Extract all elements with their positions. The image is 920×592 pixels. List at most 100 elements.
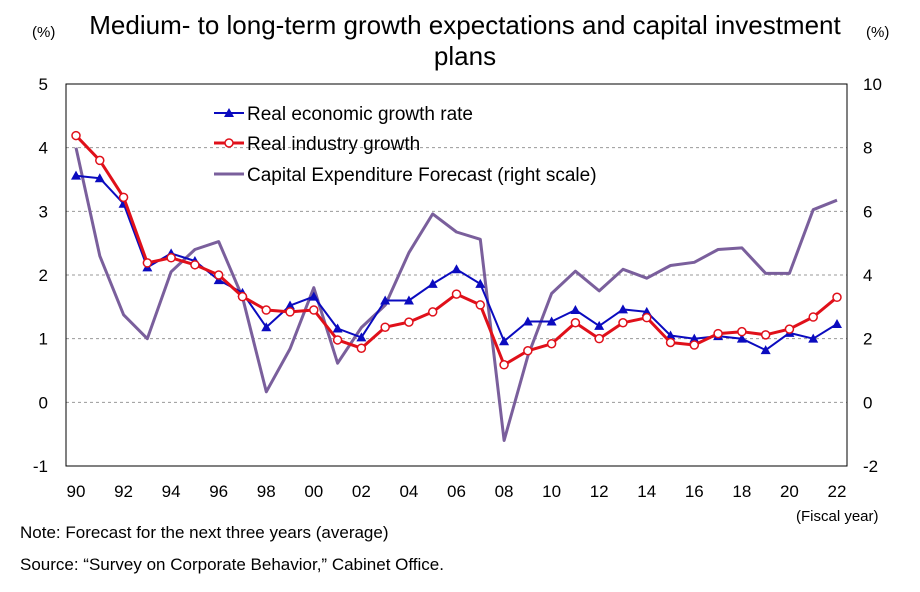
x-axis-tick-label: 16 (685, 482, 704, 501)
x-axis-tick-label: 06 (447, 482, 466, 501)
right-axis-tick-label: 2 (863, 330, 872, 349)
right-axis-tick-label: 4 (863, 266, 872, 285)
industry-point (356, 343, 367, 353)
legend: Real economic growth rate Real industry g… (214, 104, 597, 186)
left-axis-tick-label: 5 (39, 75, 48, 94)
growth-point (665, 330, 676, 340)
industry-point (808, 312, 818, 322)
legend-label: Real industry growth (247, 134, 420, 155)
growth-point (570, 305, 581, 315)
x-axis-tick-label: 04 (399, 482, 418, 501)
chart-title: Medium- to long-term growth expectations… (89, 10, 841, 71)
growth-point (594, 320, 605, 330)
growth-point (261, 322, 272, 332)
growth-point (403, 295, 414, 305)
right-axis-tick-label: -2 (863, 457, 878, 476)
industry-point (618, 318, 628, 328)
growth-point (689, 333, 700, 343)
x-axis-tick-label: 02 (352, 482, 371, 501)
right-axis-tick-label: 10 (863, 75, 882, 94)
industry-point (737, 326, 747, 337)
right-axis-tick-label: 0 (863, 393, 872, 412)
industry-point (570, 318, 581, 328)
growth-point (308, 291, 319, 301)
industry-point (689, 340, 700, 350)
growth-point (71, 170, 81, 180)
x-axis-tick-label: 14 (637, 482, 656, 501)
x-axis-tick-label: 92 (114, 482, 133, 501)
industry-point (142, 258, 153, 268)
x-axis-tick-label: 20 (780, 482, 799, 501)
right-axis-tick-label: 6 (863, 202, 872, 221)
left-axis-tick-label: 2 (39, 266, 48, 285)
industry-point (118, 192, 129, 203)
x-axis-tick-label: 12 (590, 482, 609, 501)
growth-point (475, 278, 486, 288)
industry-point (499, 360, 509, 370)
industry-point (784, 324, 795, 334)
x-axis-tick-label: 22 (828, 482, 847, 501)
left-axis-tick-label: 0 (39, 393, 48, 412)
industry-point (380, 322, 390, 332)
industry-point (594, 333, 604, 344)
industry-point (285, 307, 295, 317)
industry-point (832, 292, 842, 303)
growth-point (356, 332, 367, 342)
industry-point (713, 328, 723, 339)
chart-note: Note: Forecast for the next three years … (20, 523, 389, 542)
industry-point (427, 307, 438, 317)
series-line-2 (74, 147, 838, 442)
growth-point (736, 333, 747, 343)
left-axis-tick-label: -1 (33, 457, 48, 476)
growth-point (546, 316, 557, 326)
plot-frame (65, 83, 848, 467)
x-axis-tick-label: 98 (257, 482, 276, 501)
left-axis-tick-label: 3 (39, 202, 48, 221)
left-axis-unit: (%) (32, 24, 56, 41)
x-axis-tick-label: 00 (304, 482, 323, 501)
right-axis-unit: (%) (866, 24, 890, 41)
legend-marker (224, 138, 234, 148)
x-axis-unit: (Fiscal year) (796, 508, 879, 525)
industry-point (166, 253, 176, 263)
growth-point (617, 304, 628, 314)
industry-point (546, 339, 557, 349)
industry-point (451, 289, 462, 299)
x-axis-tick-label: 90 (67, 482, 86, 501)
growth-point (832, 319, 842, 329)
left-axis-tick-label: 1 (39, 330, 48, 349)
industry-point (665, 337, 676, 348)
industry-point (213, 270, 224, 280)
industry-point (190, 260, 200, 270)
growth-point (427, 278, 438, 288)
legend-label: Capital Expenditure Forecast (right scal… (247, 165, 597, 186)
growth-point (94, 173, 105, 183)
growth-point (760, 345, 771, 355)
growth-point (451, 264, 462, 274)
industry-point (95, 155, 105, 166)
growth-point (285, 300, 296, 310)
chart-source: Source: “Survey on Corporate Behavior,” … (20, 555, 444, 574)
right-axis-tick-label: 8 (863, 139, 872, 158)
industry-point (261, 305, 271, 315)
left-axis-tick-label: 4 (39, 139, 48, 158)
industry-point (523, 346, 533, 356)
x-axis-tick-label: 96 (209, 482, 228, 501)
x-axis-tick-label: 94 (162, 482, 181, 501)
legend-label: Real economic growth rate (247, 104, 473, 125)
industry-point (332, 335, 343, 345)
legend-marker (224, 108, 234, 117)
industry-point (475, 300, 486, 310)
industry-point (237, 291, 248, 302)
x-axis-tick-label: 10 (542, 482, 561, 501)
industry-point (760, 330, 771, 340)
industry-point (404, 317, 414, 327)
growth-point (808, 333, 819, 343)
growth-point (499, 336, 510, 346)
growth-point (380, 295, 391, 305)
industry-point (642, 312, 652, 323)
growth-point (522, 316, 533, 326)
x-axis-tick-label: 08 (495, 482, 514, 501)
